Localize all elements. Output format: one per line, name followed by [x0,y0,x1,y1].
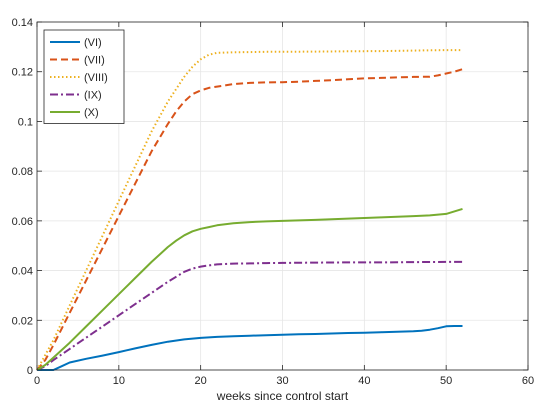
x-axis-label: weeks since control start [216,389,349,403]
y-tick-label: 0.04 [12,266,33,278]
x-tick-label: 60 [522,375,534,387]
series-line-x [36,207,463,371]
x-tick-label: 0 [34,375,40,387]
legend-label: (VI) [84,37,102,49]
x-tick-label: 40 [358,375,370,387]
series-line-ix [36,260,463,371]
series-lines [36,49,463,371]
y-tick-label: 0.14 [12,17,33,29]
x-tick-label: 10 [113,375,125,387]
y-tick-label: 0.12 [12,67,33,79]
legend-label: (VIII) [84,72,108,84]
legend-label: (VII) [84,55,105,67]
legend: (VI) (VII) (VIII) (IX) (X) [43,29,125,124]
legend-box [43,29,125,124]
y-tick-label: 0.1 [18,116,33,128]
x-tick-label: 50 [440,375,452,387]
axis-ticks: 0 10 20 30 40 50 60 0 0.02 0.04 0.06 0.08 0.1 0.12 0.1… [12,17,535,387]
y-tick-label: 0.02 [12,315,33,327]
y-tick-label: 0.08 [12,166,33,178]
legend-label: (IX) [84,90,102,102]
x-tick-label: 30 [276,375,288,387]
y-tick-label: 0.06 [12,216,33,228]
legend-label: (X) [84,107,99,119]
series-line-vi [37,325,463,371]
series-line-viii [36,49,463,371]
x-tick-label: 20 [195,375,207,387]
y-tick-label: 0 [27,365,33,377]
